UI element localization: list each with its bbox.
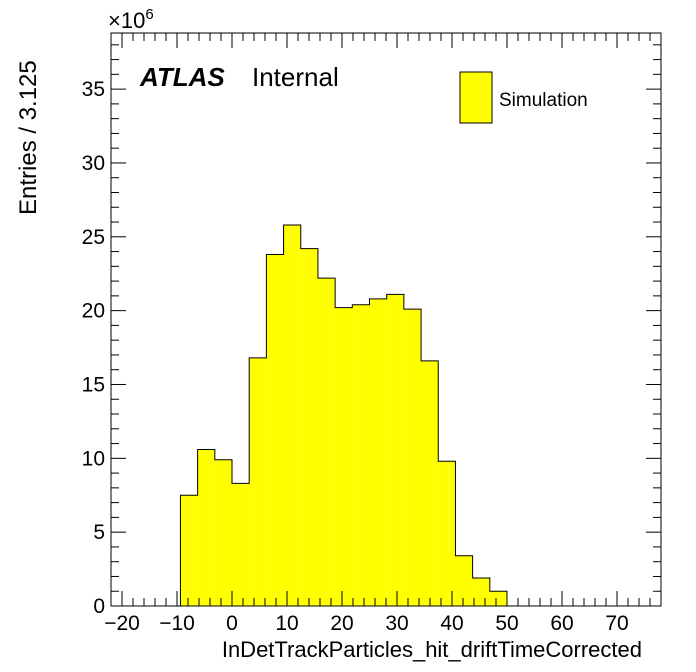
y-tick-label: 30 — [82, 152, 105, 175]
x-tick-label: 50 — [495, 612, 518, 635]
legend: Simulation — [459, 71, 588, 124]
histogram-bin — [180, 495, 198, 606]
histogram-bin — [489, 591, 507, 606]
y-axis-multiplier-exponent: 6 — [145, 6, 153, 23]
y-axis-label: Entries / 3.125 — [15, 60, 42, 215]
x-tick-label: 60 — [550, 612, 573, 635]
histogram-outline — [179, 224, 508, 606]
x-tick-label: 0 — [226, 612, 238, 635]
histogram-bin — [232, 483, 250, 606]
histogram-bin — [317, 278, 336, 606]
y-tick-label: 20 — [82, 300, 105, 323]
y-tick-label: 5 — [93, 521, 105, 544]
y-tick-label: 35 — [82, 78, 105, 101]
histogram-bin — [438, 461, 456, 606]
x-tick-label: 20 — [330, 612, 353, 635]
x-axis-label: InDetTrackParticles_hit_driftTimeCorrect… — [222, 637, 642, 662]
histogram-bin — [472, 577, 490, 606]
x-tick-label: 30 — [385, 612, 408, 635]
histogram-bin — [214, 459, 232, 606]
histogram-bin — [403, 309, 422, 606]
histogram-bin — [386, 294, 404, 606]
histogram-bin — [455, 555, 473, 606]
y-axis-multiplier: ×106 — [108, 6, 154, 33]
histogram-bin — [300, 248, 318, 606]
x-tick-label: 10 — [275, 612, 298, 635]
histogram-bin — [352, 304, 370, 606]
x-tick-label: 70 — [605, 612, 628, 635]
legend-swatch — [459, 71, 493, 124]
histogram-bin — [249, 357, 267, 606]
x-tick-label: 40 — [440, 612, 463, 635]
histogram-bin — [266, 254, 284, 606]
atlas-label: ATLAS — [139, 62, 225, 92]
histogram-bin — [335, 307, 353, 606]
y-tick-label: 25 — [82, 226, 105, 249]
histogram-bars — [179, 224, 508, 606]
x-axis-ticks: −20 −10 0 10 20 30 40 50 60 70 — [104, 33, 662, 635]
y-tick-label: 10 — [82, 447, 105, 470]
x-tick-label: −10 — [159, 612, 195, 635]
y-tick-label: 15 — [82, 373, 105, 396]
x-tick-label: −20 — [104, 612, 140, 635]
y-axis-ticks: 0 5 10 15 20 25 30 35 — [82, 44, 661, 618]
internal-label: Internal — [252, 62, 339, 92]
y-tick-label: 0 — [93, 595, 105, 618]
histogram-bin — [283, 224, 301, 606]
histogram-bin — [369, 298, 387, 606]
histogram-bin — [421, 360, 439, 606]
legend-label: Simulation — [499, 90, 588, 111]
histogram-bin — [197, 449, 215, 606]
